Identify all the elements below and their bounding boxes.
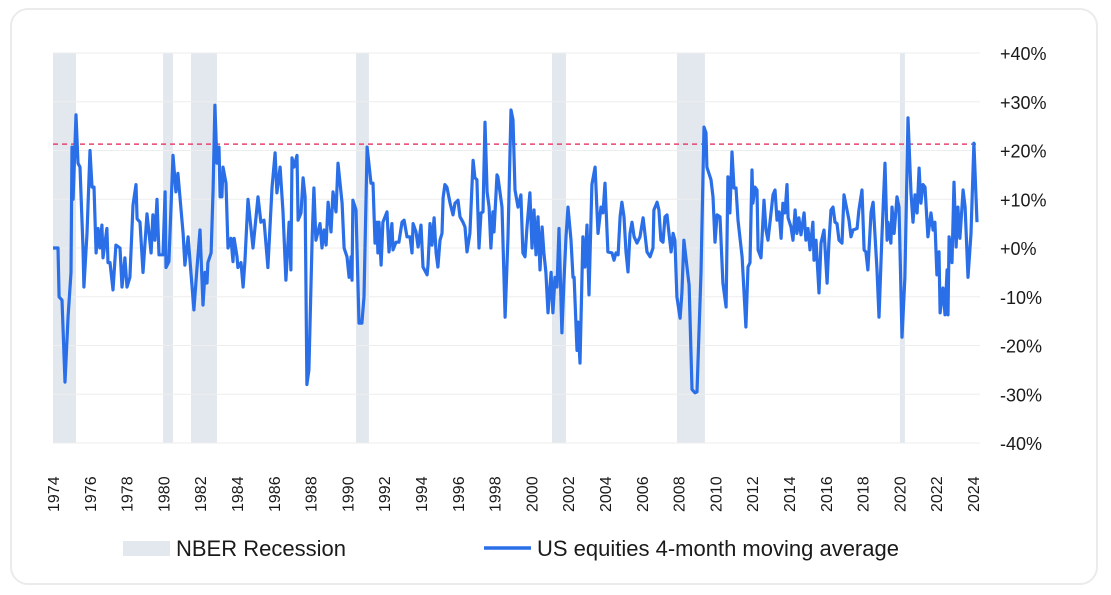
x-axis-labels: 1974 1976 1978 1980 1982 1984 1986 1988 1990 1992…: [46, 476, 983, 512]
y-tick-label: -40%: [1000, 434, 1042, 454]
x-tick-label: 2012: [745, 476, 762, 512]
x-tick-label: 1988: [304, 476, 321, 512]
x-tick-label: 1974: [46, 476, 63, 512]
x-tick-label: 1976: [83, 476, 100, 512]
y-tick-label: -20%: [1000, 337, 1042, 357]
x-tick-label: 2016: [819, 476, 836, 512]
x-tick-label: 2008: [672, 476, 689, 512]
legend: NBER Recession US equities 4-month movin…: [123, 536, 899, 561]
series-line-us-equities: [53, 103, 979, 395]
y-tick-label: +20%: [1000, 142, 1047, 162]
x-tick-label: 2002: [561, 476, 578, 512]
x-tick-label: 1982: [193, 476, 210, 512]
x-tick-label: 2018: [856, 476, 873, 512]
y-tick-label: +30%: [1000, 93, 1047, 113]
x-tick-label: 2024: [966, 476, 983, 512]
x-tick-label: 1994: [414, 476, 431, 512]
x-tick-label: 1978: [120, 476, 137, 512]
legend-swatch-recession: [123, 541, 170, 556]
y-tick-label: +0%: [1000, 239, 1037, 259]
x-tick-label: 2010: [708, 476, 725, 512]
y-tick-label: +10%: [1000, 190, 1047, 210]
x-tick-label: 1992: [377, 476, 394, 512]
x-tick-label: 2022: [929, 476, 946, 512]
x-tick-label: 2020: [892, 476, 909, 512]
x-tick-label: 2000: [524, 476, 541, 512]
legend-label-recession: NBER Recession: [176, 536, 346, 561]
gridlines: [53, 52, 980, 444]
x-tick-label: 1996: [451, 476, 468, 512]
x-tick-label: 2006: [635, 476, 652, 512]
y-axis-labels: +40% +30% +20% +10% +0% -10% -20% -30% -40%: [1000, 44, 1047, 454]
x-tick-label: 2014: [782, 476, 799, 512]
x-tick-label: 1984: [230, 476, 247, 512]
x-tick-label: 2004: [598, 476, 615, 512]
x-tick-label: 1980: [156, 476, 173, 512]
y-tick-label: -10%: [1000, 288, 1042, 308]
x-tick-label: 1998: [488, 476, 505, 512]
y-tick-label: -30%: [1000, 385, 1042, 405]
y-tick-label: +40%: [1000, 44, 1047, 64]
x-tick-label: 1986: [267, 476, 284, 512]
legend-label-equities: US equities 4-month moving average: [537, 536, 899, 561]
x-tick-label: 1990: [340, 476, 357, 512]
